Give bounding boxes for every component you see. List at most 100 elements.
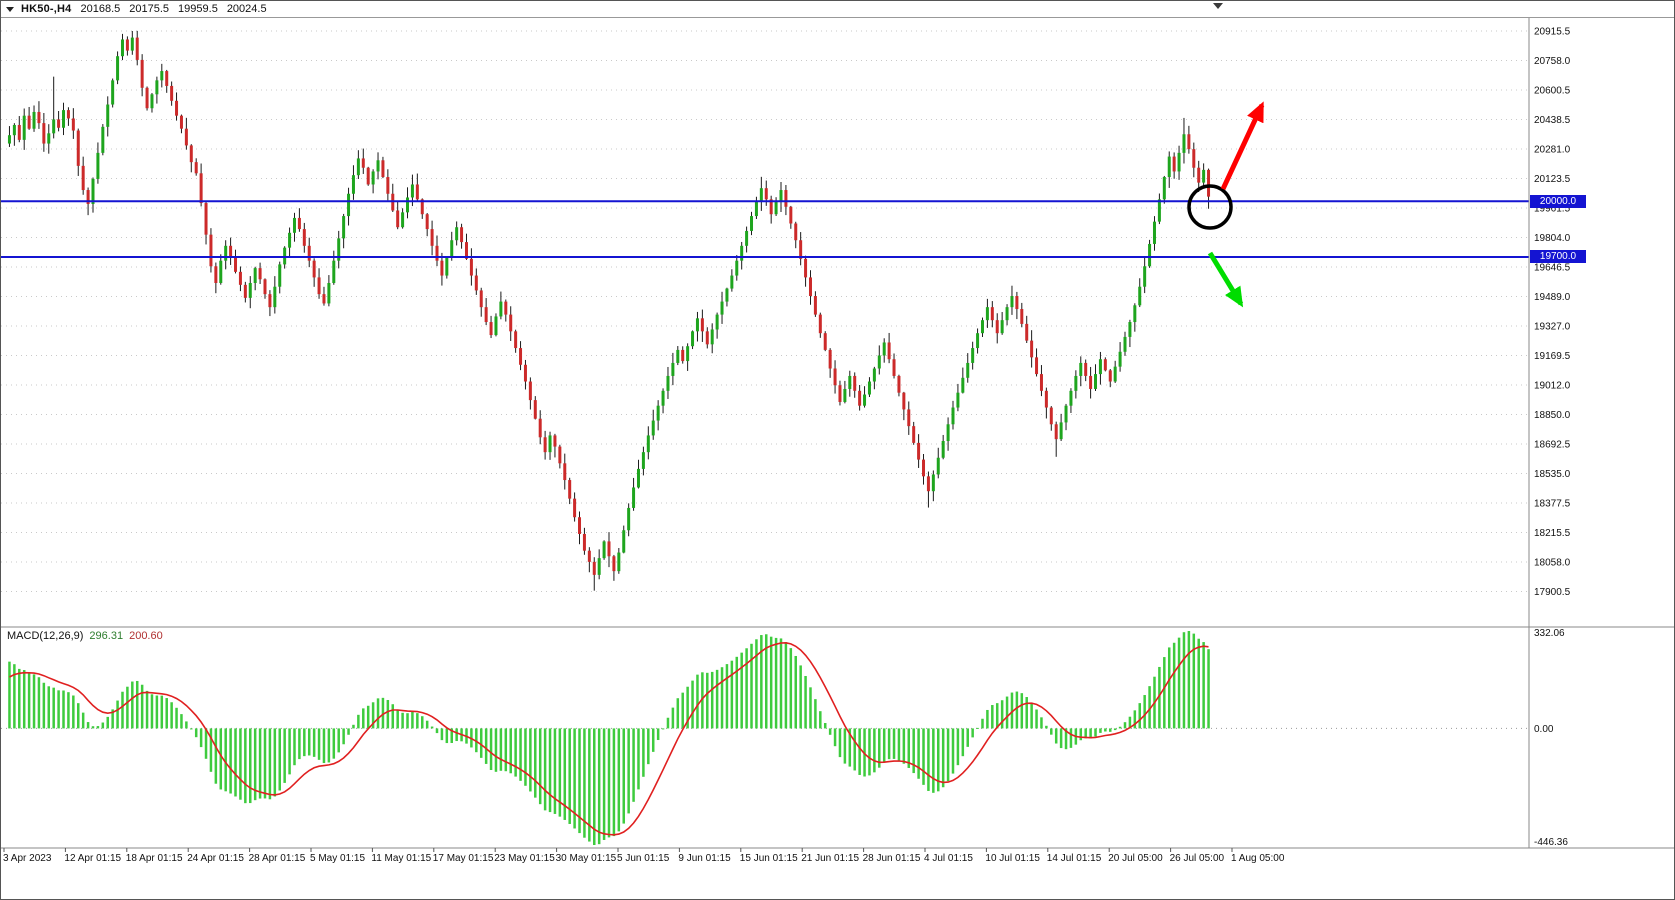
macd-histogram-bar (145, 690, 149, 729)
candle-body (209, 234, 213, 267)
candle-body (1113, 366, 1117, 382)
macd-axis[interactable]: 332.06 0.00 -446.36 (1534, 628, 1568, 848)
macd-histogram-bar (941, 728, 945, 788)
macd-histogram-bar (421, 716, 424, 729)
macd-histogram-bar (180, 714, 183, 729)
chart-shift-marker[interactable] (1213, 3, 1223, 9)
candle-body (430, 229, 434, 246)
annotations-layer[interactable] (1187, 101, 1265, 308)
candle-body (312, 260, 316, 278)
candle-body (376, 160, 380, 172)
candle-body (509, 314, 513, 332)
macd-histogram-bar (607, 728, 611, 838)
macd-histogram-bar (745, 648, 748, 729)
macd-histogram-bar (126, 686, 129, 729)
candle-body (941, 441, 945, 458)
macd-histogram-bar (194, 728, 198, 738)
macd-histogram-bar (656, 728, 660, 741)
price-axis-label: 18535.0 (1534, 469, 1571, 480)
macd-histogram-bar (170, 702, 173, 729)
macd-histogram-bar (298, 728, 301, 760)
highlight-circle[interactable] (1187, 184, 1233, 230)
candle-body (62, 110, 66, 128)
candle-body (1148, 243, 1152, 267)
macd-histogram-bar (976, 727, 979, 729)
time-axis[interactable]: 3 Apr 2023 12 Apr 01:15 18 Apr 01:15 24 Apr… (3, 848, 1285, 864)
macd-histogram-bar (593, 728, 596, 845)
macd-histogram-bar (755, 639, 758, 729)
macd-histogram-bar (651, 728, 655, 752)
time-axis-label: 26 Jul 05:00 (1170, 853, 1225, 864)
candle-body (666, 375, 670, 391)
candle-body (401, 212, 405, 228)
candle-body (794, 223, 798, 241)
candle-body (651, 420, 655, 436)
symbol-dropdown-icon[interactable] (6, 6, 14, 12)
candle-body (872, 368, 876, 382)
candle-body (607, 541, 611, 557)
candle-body (813, 296, 817, 315)
bearish-scenario-arrow[interactable] (1207, 251, 1244, 308)
macd-histogram-bar (406, 713, 409, 729)
macd-histogram-bar (253, 728, 257, 801)
macd-histogram-bar (1192, 633, 1196, 729)
candle-body (740, 245, 744, 261)
macd-histogram-bar (878, 728, 881, 768)
price-axis-label: 20915.5 (1534, 27, 1571, 38)
macd-histogram-bar (681, 692, 684, 729)
macd-histogram-bar (676, 698, 680, 729)
price-axis[interactable]: 20915.5 20758.0 20600.5 20438.5 20281.0 20123… (1534, 27, 1571, 599)
macd-histogram-bar (578, 728, 581, 834)
price-axis-label: 19012.0 (1534, 381, 1571, 392)
candle-body (504, 301, 508, 315)
candle-body (214, 266, 218, 283)
macd-histogram-bar (1064, 728, 1068, 750)
macd-histogram-bar (504, 728, 508, 772)
candle-body (926, 476, 930, 492)
candle-body (578, 517, 582, 534)
macd-histogram-bar (1010, 692, 1014, 729)
macd-histogram-bar (809, 687, 812, 729)
macd-histogram-bar (701, 672, 704, 729)
macd-histogram-bar (912, 728, 915, 774)
candle-body (199, 173, 203, 204)
macd-histogram-bar (18, 668, 21, 729)
macd-histogram-bar (101, 722, 105, 729)
candle-body (828, 349, 832, 369)
macd-histogram-bar (91, 726, 95, 729)
macd-histogram-bar (1030, 702, 1033, 729)
macd-name: MACD(12,26,9) (7, 630, 84, 642)
macd-histogram-bar (760, 635, 763, 729)
quote-open: 20168.5 (80, 3, 121, 15)
macd-histogram-bar (347, 728, 350, 735)
macd-histogram-bar (312, 728, 316, 757)
macd-histogram-bar (1197, 638, 1200, 729)
macd-histogram-bar (804, 675, 807, 729)
macd-histogram-bar (1015, 691, 1019, 729)
candle-body (858, 390, 862, 406)
macd-histogram-bar (661, 728, 665, 730)
macd-histogram-bar (1020, 693, 1024, 729)
macd-histogram-bar (8, 661, 11, 729)
macd-histogram-bar (499, 728, 503, 771)
candle-body (750, 216, 754, 231)
time-axis-label: 5 May 01:15 (310, 853, 365, 864)
macd-histogram-bar (548, 728, 552, 813)
time-axis-label: 4 Jul 01:15 (924, 853, 973, 864)
macd-histogram-bar (165, 698, 168, 729)
macd-histogram-bar (494, 728, 498, 772)
time-axis-label: 17 May 01:15 (433, 853, 494, 864)
candle-body (1079, 362, 1083, 376)
candle-body (671, 362, 675, 376)
bullish-scenario-arrow[interactable] (1220, 101, 1265, 191)
candle-body (258, 268, 262, 280)
macd-histogram-bar (774, 637, 778, 729)
hlines-layer[interactable] (1, 200, 1529, 258)
macd-histogram-bar (32, 674, 36, 729)
price-axis-label: 18692.5 (1534, 440, 1571, 451)
candle-body (617, 552, 621, 572)
macd-histogram-bar (258, 728, 262, 799)
candle-body (1108, 370, 1112, 382)
macd-histogram-bar (602, 728, 606, 840)
